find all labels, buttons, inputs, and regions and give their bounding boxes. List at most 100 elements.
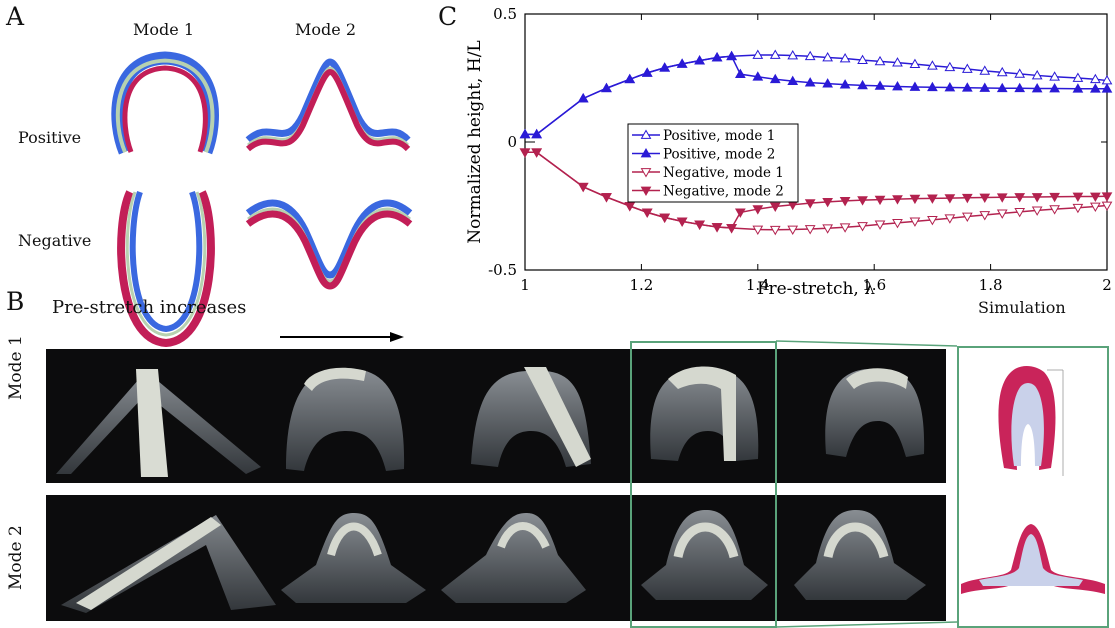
data-point [694, 220, 705, 230]
data-point [1014, 82, 1026, 93]
data-point [996, 66, 1008, 77]
data-point [822, 78, 834, 88]
data-point [979, 65, 991, 75]
data-point [519, 148, 531, 158]
data-point [804, 50, 816, 61]
data-point [961, 82, 973, 92]
mode2-column-label: Mode 2 [295, 20, 356, 39]
data-point [734, 208, 746, 218]
data-point [1014, 208, 1026, 218]
data-point [927, 81, 938, 92]
data-point [1049, 71, 1060, 81]
data-point [752, 49, 764, 59]
negative-mode2-shape [245, 199, 413, 290]
data-point [787, 225, 799, 236]
panel-a-letter: A [6, 2, 25, 31]
legend-marker [640, 168, 652, 178]
data-point [944, 214, 956, 224]
data-point [1031, 206, 1043, 216]
negative-row-label: Negative [18, 231, 92, 250]
data-point [996, 193, 1008, 203]
data-point [624, 202, 636, 212]
data-point [519, 128, 531, 139]
mode2-sample-3 [441, 513, 586, 603]
simulation-mode2-render [961, 524, 1105, 594]
data-point [1072, 83, 1084, 93]
data-point [996, 209, 1008, 219]
negative-mode1-shape [117, 190, 215, 348]
prestretch-increases-label: Pre-stretch increases [52, 297, 247, 318]
data-point [659, 62, 671, 72]
series-line [525, 151, 1108, 231]
data-point [944, 194, 956, 204]
y-tick-label: -0.5 [488, 261, 517, 279]
data-point [726, 50, 737, 61]
x-axis-label: Pre-stretch, λ [757, 279, 875, 299]
mode1-sample-3 [471, 367, 591, 467]
data-point [624, 73, 636, 84]
data-point [979, 193, 991, 204]
data-point [1089, 192, 1101, 203]
x-tick-label: 1 [520, 276, 530, 294]
data-point [944, 61, 956, 72]
legend-entry: Positive, mode 1 [663, 128, 775, 144]
x-tick-label: 1.6 [862, 276, 886, 294]
legend-entry: Negative, mode 1 [663, 165, 784, 181]
data-point [892, 57, 903, 67]
data-point [909, 81, 921, 91]
data-point [892, 80, 903, 91]
data-point [892, 219, 903, 229]
series-4 [519, 148, 1113, 234]
data-point [961, 193, 973, 204]
legend-marker [640, 186, 652, 197]
data-point [804, 225, 816, 235]
mode2-photo-strip [46, 495, 946, 621]
data-point [752, 71, 764, 81]
data-point [857, 79, 868, 90]
data-point [659, 213, 671, 224]
data-point [909, 217, 921, 227]
data-point [787, 75, 799, 85]
data-point [1049, 192, 1060, 203]
data-point [1031, 69, 1043, 80]
data-point [874, 220, 886, 230]
data-point [1072, 72, 1084, 82]
data-point [752, 225, 764, 236]
data-point [641, 208, 653, 218]
series-3 [519, 148, 1113, 236]
data-point [531, 148, 543, 158]
data-point [1031, 82, 1043, 93]
data-point [711, 223, 723, 233]
data-point [804, 77, 816, 87]
mode1-row-label: Mode 1 [6, 335, 26, 400]
data-point [857, 222, 868, 232]
y-axis-label: Normalized height, H/L [465, 40, 485, 243]
mode1-sample-4 [650, 366, 759, 461]
x-tick-label: 1.8 [979, 276, 1003, 294]
data-point [874, 80, 886, 90]
mode1-sample-2 [286, 367, 405, 471]
selected-sample-highlight [630, 341, 777, 628]
data-point [531, 128, 543, 139]
highlight-connector-lines [776, 340, 958, 628]
data-point [711, 52, 723, 62]
x-tick-label: 2 [1102, 276, 1112, 294]
data-point [996, 82, 1008, 93]
data-point [752, 205, 764, 215]
data-point [979, 211, 991, 221]
plot-frame [524, 13, 1108, 271]
positive-row-label: Positive [18, 128, 82, 147]
series-layer [519, 49, 1113, 236]
simulation-mode1-render [998, 366, 1064, 476]
data-point [769, 49, 781, 59]
data-point [1049, 82, 1060, 93]
data-point [909, 58, 921, 69]
mode-shape-schematics [111, 51, 413, 348]
data-point [769, 73, 781, 84]
y-tick-label: 0.5 [493, 5, 517, 23]
data-point [641, 67, 653, 77]
data-point [804, 199, 816, 209]
data-point [839, 197, 851, 207]
data-point [1089, 73, 1101, 84]
data-point [1014, 68, 1026, 78]
